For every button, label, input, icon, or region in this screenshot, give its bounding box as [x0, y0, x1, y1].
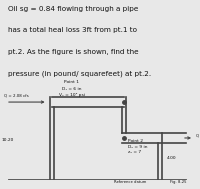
Text: D₁ = 6 in: D₁ = 6 in [62, 87, 82, 91]
Text: Point 2: Point 2 [128, 139, 143, 143]
Text: pt.2. As the figure is shown, find the: pt.2. As the figure is shown, find the [8, 49, 139, 55]
Text: V₁ = 10² psi: V₁ = 10² psi [59, 93, 85, 97]
Text: Fig. 8-25: Fig. 8-25 [170, 180, 186, 184]
Text: Reference datum: Reference datum [114, 180, 146, 184]
Text: has a total heal loss 3ft from pt.1 to: has a total heal loss 3ft from pt.1 to [8, 27, 137, 33]
Text: Q = 2.08 cfs: Q = 2.08 cfs [196, 133, 200, 137]
Text: pressure (in pound/ squarefeet) at pt.2.: pressure (in pound/ squarefeet) at pt.2. [8, 71, 151, 77]
Text: Point 1: Point 1 [64, 80, 80, 84]
Text: D₂ = 9 in: D₂ = 9 in [128, 145, 148, 149]
Text: Oil sg = 0.84 flowing through a pipe: Oil sg = 0.84 flowing through a pipe [8, 6, 138, 12]
Text: Q = 2.08 cfs: Q = 2.08 cfs [4, 93, 29, 97]
Text: z₂ = 7: z₂ = 7 [128, 150, 142, 154]
Text: 4.00: 4.00 [166, 156, 176, 160]
Text: 10.20: 10.20 [2, 138, 14, 142]
